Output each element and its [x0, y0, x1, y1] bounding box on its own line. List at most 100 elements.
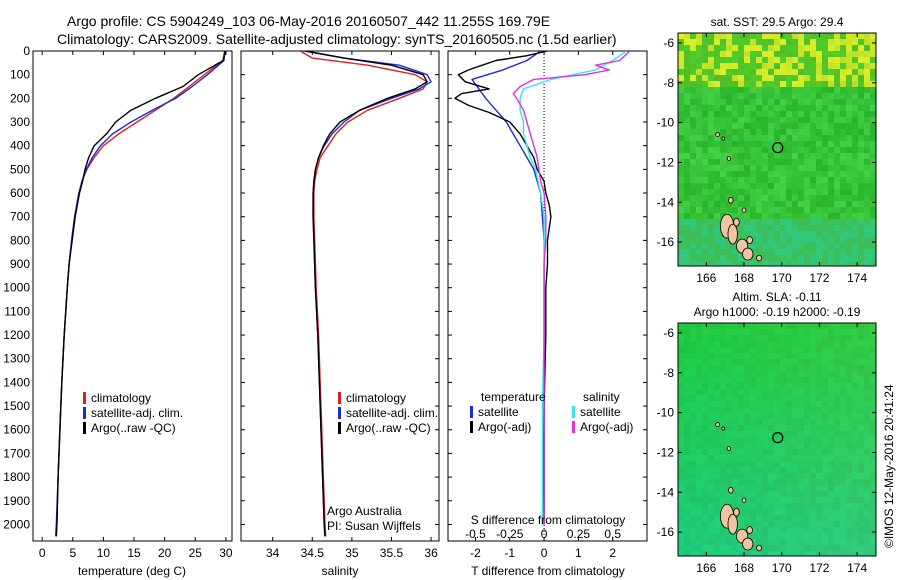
map-cell [690, 539, 696, 545]
map-cell [732, 69, 738, 75]
map-cell [780, 383, 786, 389]
map-cell [834, 347, 840, 353]
map-cell [684, 249, 690, 255]
map-cell [696, 63, 702, 69]
map-cell [702, 183, 708, 189]
map-cell [738, 335, 744, 341]
map-cell [822, 347, 828, 353]
map-cell [756, 503, 762, 509]
map-cell [792, 111, 798, 117]
map-cell [822, 425, 828, 431]
map-cell [870, 177, 876, 183]
map-cell [864, 237, 870, 243]
map-cell [822, 413, 828, 419]
x-tick-label: 25 [189, 546, 203, 560]
map-cell [708, 503, 714, 509]
map-cell [852, 443, 858, 449]
map-cell [822, 401, 828, 407]
island-shape [756, 544, 763, 552]
map-cell [696, 243, 702, 249]
map-cell [864, 123, 870, 129]
depth-tick-label: 1400 [3, 375, 30, 389]
map-cell [840, 153, 846, 159]
map-cell [792, 503, 798, 509]
map-cell [768, 539, 774, 545]
map-cell [840, 177, 846, 183]
map-cell [678, 509, 684, 515]
map-cell [786, 87, 792, 93]
map-y-tick-label: -16 [657, 235, 675, 249]
map-cell [750, 365, 756, 371]
map-cell [774, 395, 780, 401]
map-cell [852, 153, 858, 159]
map-cell [852, 329, 858, 335]
map-cell [768, 329, 774, 335]
map-cell [726, 117, 732, 123]
map-cell [738, 39, 744, 45]
map-cell [804, 497, 810, 503]
map-cell [768, 527, 774, 533]
map-cell [732, 401, 738, 407]
difference-series-line [512, 51, 631, 525]
map-cell [750, 353, 756, 359]
map-cell [810, 255, 816, 261]
map-cell [702, 93, 708, 99]
map-cell [678, 165, 684, 171]
map-cell [720, 33, 726, 39]
map-cell [756, 485, 762, 491]
map-cell [714, 497, 720, 503]
map-cell [810, 39, 816, 45]
map-cell [750, 527, 756, 533]
x-tick-label: -0.25 [496, 527, 524, 541]
map-cell [774, 45, 780, 51]
map-cell [786, 455, 792, 461]
map-cell [738, 323, 744, 329]
map-cell [684, 261, 690, 266]
map-cell [678, 521, 684, 527]
map-cell [792, 389, 798, 395]
map-cell [738, 261, 744, 266]
map-cell [684, 237, 690, 243]
map-cell [714, 261, 720, 266]
map-cell [720, 329, 726, 335]
map-cell [684, 515, 690, 521]
map-cell [828, 371, 834, 377]
map-x-tick-label: 170 [772, 561, 792, 575]
map-cell [840, 515, 846, 521]
map-cell [864, 87, 870, 93]
map-cell [840, 147, 846, 153]
map-cell [726, 545, 732, 551]
map-cell [720, 323, 726, 329]
map-cell [792, 377, 798, 383]
map-cell [690, 455, 696, 461]
map-cell [696, 503, 702, 509]
map-cell [786, 111, 792, 117]
legend-label: Argo(-adj) [580, 420, 633, 434]
map-cell [678, 401, 684, 407]
map-cell [720, 189, 726, 195]
map-cell [690, 39, 696, 45]
map-cell [804, 539, 810, 545]
map-cell [786, 51, 792, 57]
map-cell [696, 389, 702, 395]
map-cell [684, 419, 690, 425]
map-cell [780, 347, 786, 353]
map-cell [786, 323, 792, 329]
map-cell [684, 485, 690, 491]
map-cell [852, 449, 858, 455]
map-cell [792, 135, 798, 141]
map-cell [696, 377, 702, 383]
map-cell [696, 545, 702, 551]
map-cell [750, 341, 756, 347]
map-cell [846, 455, 852, 461]
map-cell [702, 503, 708, 509]
map-cell [810, 509, 816, 515]
map-cell [822, 105, 828, 111]
map-cell [822, 87, 828, 93]
map-cell [792, 443, 798, 449]
map-cell [870, 153, 876, 159]
map-cell [738, 87, 744, 93]
map-cell [714, 551, 720, 556]
map-cell [864, 407, 870, 413]
map-cell [750, 419, 756, 425]
